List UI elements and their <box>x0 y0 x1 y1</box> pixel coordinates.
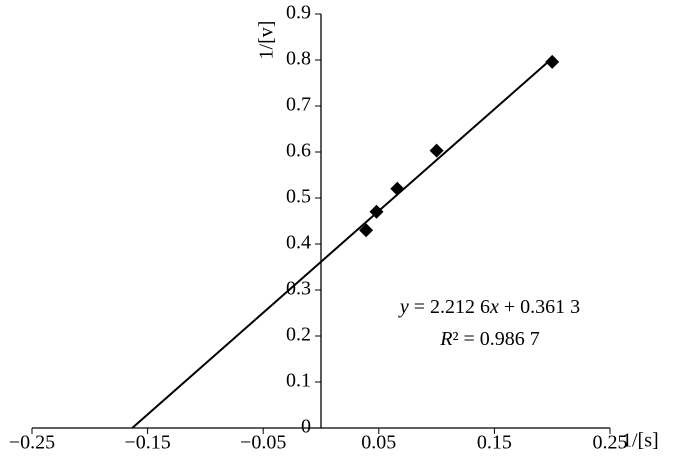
y-tick-label: 0.4 <box>286 232 311 254</box>
x-tick-label: 0.25 <box>593 432 628 454</box>
x-axis-label: 1/[s] <box>622 430 659 452</box>
y-tick-label: 0.2 <box>286 324 311 346</box>
x-tick-label: 0.05 <box>361 432 396 454</box>
r2-part: R <box>439 328 452 350</box>
trend-equation: y = 2.212 6x + 0.361 3 <box>398 296 580 318</box>
y-tick-label: 0.8 <box>286 48 311 70</box>
x-tick-label: −0.15 <box>124 432 170 454</box>
point <box>390 181 405 196</box>
eq-part: = 2.212 6 <box>409 296 490 318</box>
x-tick-label: −0.05 <box>240 432 286 454</box>
eq-part: y <box>398 296 409 318</box>
y-tick-label: 0.5 <box>286 186 311 208</box>
eq-part: + 0.361 3 <box>499 296 580 318</box>
r2-part: ² = 0.986 7 <box>452 328 539 350</box>
point <box>429 143 444 158</box>
point <box>369 204 384 219</box>
y-tick-label: 0.7 <box>286 94 311 116</box>
eq-part: x <box>489 296 499 318</box>
x-tick-label: 0.15 <box>477 432 512 454</box>
y-tick-label: 0.6 <box>286 140 311 162</box>
point <box>359 223 374 238</box>
y-tick-label: 0 <box>301 416 311 438</box>
y-tick-label: 0.3 <box>286 278 311 300</box>
y-tick-label: 0.9 <box>286 2 311 24</box>
y-axis-label: 1/[v] <box>256 21 278 60</box>
y-tick-label: 0.1 <box>286 370 311 392</box>
r2-label: R² = 0.986 7 <box>439 328 540 350</box>
trendline <box>131 57 553 429</box>
x-tick-label: −0.25 <box>9 432 55 454</box>
point <box>545 54 560 69</box>
